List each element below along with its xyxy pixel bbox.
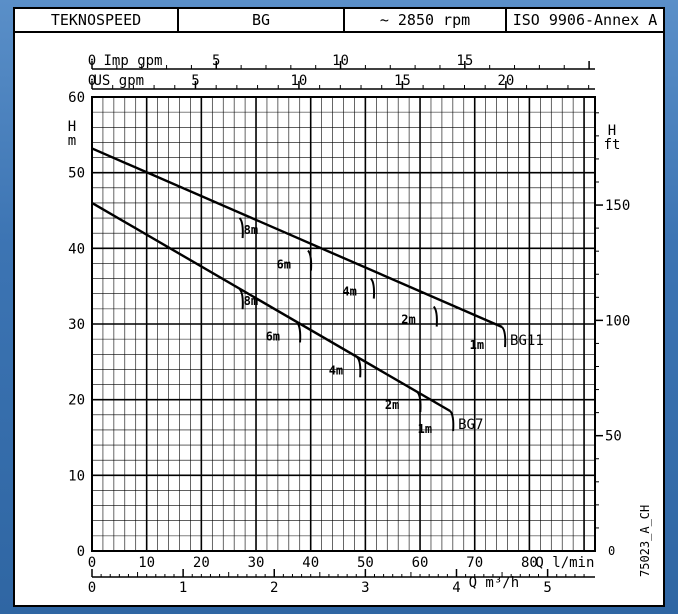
series-marker-BG11 — [238, 217, 244, 239]
usgpm-tick-label: 20 — [497, 73, 514, 89]
y-right-zero-label: 0 — [608, 544, 615, 558]
series-name-label: BG11 — [510, 333, 544, 349]
y-tick-label: 0 — [77, 544, 85, 560]
series-marker-label: 6m — [277, 258, 291, 272]
series-marker-BG7 — [356, 356, 362, 378]
y-right-axis-unit: ft — [604, 137, 621, 153]
drawing-code-label: 75023_A_CH — [638, 505, 652, 577]
x-tick-label: 0 — [88, 555, 96, 571]
chart-panel: TEKNOSPEED BG ~ 2850 rpm ISO 9906-Annex … — [13, 7, 665, 607]
impgpm-tick-label: 15 — [456, 53, 473, 69]
m3h-tick-label: 3 — [361, 580, 369, 596]
series-marker-label: 1m — [418, 422, 432, 436]
series-marker-BG11 — [432, 305, 438, 327]
header-standard: ISO 9906-Annex A — [512, 11, 658, 29]
major-grid — [91, 96, 595, 552]
header-bar: TEKNOSPEED BG ~ 2850 rpm ISO 9906-Annex … — [15, 9, 663, 33]
x-tick-label: 50 — [357, 555, 374, 571]
series-marker-BG7 — [449, 410, 455, 432]
usgpm-tick-label: 10 — [291, 73, 308, 89]
y-tick-label: 10 — [68, 468, 85, 484]
usgpm-tick-label: 15 — [394, 73, 411, 89]
m3h-tick-label: 5 — [543, 580, 551, 596]
series-name-label: BG7 — [458, 417, 483, 433]
series-marker-BG7 — [416, 391, 422, 413]
series-marker-label: 4m — [342, 285, 356, 299]
series-marker-label: 6m — [266, 329, 280, 343]
y-axis-unit: m — [68, 133, 76, 149]
series-marker-BG7 — [296, 321, 302, 343]
impgpm-tick-label: 0 — [88, 53, 96, 69]
x-tick-label: 70 — [466, 555, 483, 571]
x-tick-label: 20 — [193, 555, 210, 571]
series-line-BG7 — [91, 201, 451, 413]
usgpm-tick-label: 0 — [88, 73, 96, 89]
m3h-tick-label: 4 — [452, 580, 460, 596]
y-right-tick-label: 100 — [605, 313, 630, 329]
series-marker-label: 8m — [244, 294, 258, 308]
x-axis-label: Q l/min — [535, 555, 594, 571]
y-tick-label: 50 — [68, 166, 85, 182]
x-tick-label: 40 — [302, 555, 319, 571]
y-tick-label: 20 — [68, 393, 85, 409]
impgpm-tick-label: 5 — [212, 53, 220, 69]
y-tick-label: 60 — [68, 90, 85, 106]
plot-frame — [91, 96, 596, 552]
series-marker-label: 1m — [470, 338, 484, 352]
header-speed: ~ 2850 rpm — [345, 9, 507, 31]
series-marker-label: 8m — [244, 223, 258, 237]
y-right-axis-label: H — [608, 123, 616, 139]
m3h-tick-label: 2 — [270, 580, 278, 596]
series-marker-BG11 — [370, 277, 376, 299]
m3h-axis-label: Q m³/h — [469, 575, 520, 591]
usgpm-tick-label: 5 — [191, 73, 199, 89]
y-tick-label: 40 — [68, 241, 85, 257]
series-marker-BG7 — [238, 288, 244, 310]
usgpm-axis-label: US gpm — [94, 73, 145, 89]
m3h-tick-label: 1 — [179, 580, 187, 596]
series-marker-BG11 — [501, 326, 507, 348]
y-right-tick-label: 150 — [605, 198, 630, 214]
x-tick-label: 80 — [521, 555, 538, 571]
impgpm-tick-label: 10 — [332, 53, 349, 69]
m3h-tick-label: 0 — [88, 580, 96, 596]
y-tick-label: 30 — [68, 317, 85, 333]
header-brand: TEKNOSPEED — [15, 9, 179, 31]
header-model: BG — [179, 9, 345, 31]
impgpm-axis-label: Imp gpm — [103, 53, 162, 69]
series-marker-label: 2m — [385, 398, 399, 412]
series-line-BG11 — [91, 147, 503, 329]
x-tick-label: 30 — [248, 555, 265, 571]
y-right-tick-label: 50 — [605, 429, 622, 445]
series-marker-label: 4m — [329, 363, 343, 377]
x-tick-label: 10 — [138, 555, 155, 571]
x-tick-label: 60 — [412, 555, 429, 571]
y-axis-label: H — [68, 119, 76, 135]
series-marker-label: 2m — [401, 313, 415, 327]
series-marker-BG11 — [307, 249, 313, 271]
